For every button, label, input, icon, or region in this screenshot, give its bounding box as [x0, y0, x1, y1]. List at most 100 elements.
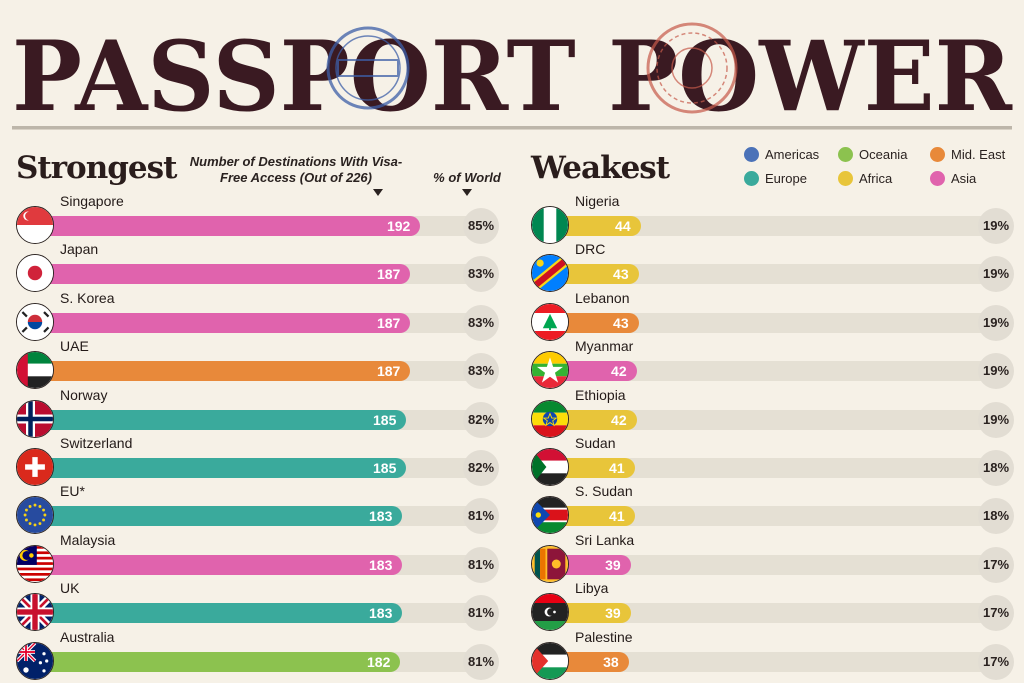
- value-bar: [38, 264, 411, 285]
- weakest-row: 42 Myanmar 19%: [531, 338, 1017, 390]
- weakest-row: 43 DRC 19%: [531, 241, 1017, 293]
- percent-of-world: 81%: [463, 546, 499, 583]
- strongest-row: 187 S. Korea 83%: [16, 290, 500, 341]
- percent-marker-icon: [462, 189, 472, 196]
- value-bar: [38, 603, 403, 624]
- value-bar: [553, 409, 637, 430]
- country-name: Lebanon: [575, 289, 630, 306]
- sudan-flag-icon: [531, 448, 569, 486]
- drc-flag-icon: [531, 254, 569, 293]
- weakest-row: 43 Lebanon 19%: [531, 289, 1017, 341]
- value-bar: [553, 603, 631, 624]
- weakest-row: 42 Ethiopia 19%: [531, 386, 1017, 438]
- percent-of-world: 82%: [463, 401, 499, 438]
- legend-oceania: Oceania: [838, 147, 907, 162]
- bar-track: [553, 264, 993, 285]
- sri-lanka-flag-icon: [531, 544, 569, 583]
- bar-track: [553, 554, 993, 575]
- value-bar: [38, 458, 407, 478]
- value-bar: [38, 651, 401, 672]
- nigeria-flag-icon: [531, 206, 569, 244]
- value-bar: [38, 361, 411, 382]
- value-label: 41: [609, 460, 625, 476]
- value-label: 42: [611, 411, 627, 428]
- page-title: PASSPORT POWER: [12, 20, 1013, 128]
- country-name: Sudan: [575, 435, 616, 451]
- value-label: 43: [613, 314, 629, 331]
- percent-column-header: % of World: [433, 170, 501, 185]
- percent-of-world: 81%: [463, 498, 499, 535]
- bar-track: [553, 216, 993, 236]
- strongest-row: 183 Malaysia 81%: [16, 531, 500, 583]
- percent-of-world: 81%: [463, 643, 499, 680]
- country-name: Ethiopia: [575, 386, 626, 403]
- percent-of-world: 82%: [463, 450, 499, 486]
- strongest-heading: Strongest: [16, 150, 177, 186]
- value-label: 39: [605, 556, 621, 573]
- bar-track: [553, 312, 993, 333]
- libya-flag-icon: [531, 593, 569, 632]
- country-name: Norway: [60, 386, 108, 403]
- bar-track: [553, 651, 993, 672]
- bar-track: [553, 361, 993, 382]
- country-name: Nigeria: [575, 193, 620, 209]
- bar-track: [553, 506, 993, 527]
- value-label: 192: [386, 218, 411, 234]
- value-bar: [553, 506, 635, 527]
- percent-of-world: 19%: [978, 353, 1014, 390]
- percent-of-world: 19%: [978, 208, 1014, 244]
- country-name: Palestine: [575, 628, 633, 645]
- country-name: UAE: [60, 338, 89, 355]
- legend-asia: Asia: [930, 171, 976, 186]
- value-label: 39: [605, 605, 621, 622]
- passport-stamp-red: [646, 22, 738, 114]
- value-bar: [553, 554, 631, 575]
- strongest-row: 185 Norway 82%: [16, 386, 500, 438]
- country-name: UK: [60, 580, 80, 597]
- value-label: 183: [369, 556, 393, 573]
- myanmar-flag-icon: [531, 351, 569, 390]
- legend-europe: Europe: [744, 171, 807, 186]
- column-marker-icon: [373, 189, 383, 196]
- singapore-flag-icon: [16, 206, 54, 244]
- uk-flag-icon: [16, 593, 54, 632]
- value-label: 182: [367, 653, 391, 670]
- value-label: 187: [376, 314, 401, 331]
- weakest-row: 39 Libya 17%: [531, 580, 1017, 632]
- strongest-row: 182 Australia 81%: [16, 629, 500, 680]
- legend-africa: Africa: [838, 171, 892, 186]
- weakest-row: 38 Palestine 17%: [531, 628, 1017, 680]
- percent-of-world: 83%: [463, 256, 499, 293]
- country-name: EU*: [60, 483, 85, 500]
- legend-swatch: [838, 171, 853, 186]
- percent-of-world: 19%: [978, 304, 1014, 341]
- country-name: DRC: [575, 241, 606, 258]
- country-name: Singapore: [60, 193, 124, 209]
- weakest-row: 39 Sri Lanka 17%: [531, 532, 1017, 583]
- value-label: 42: [611, 363, 627, 380]
- percent-of-world: 17%: [978, 546, 1014, 583]
- value-bar: [553, 361, 637, 382]
- region-legend: Americas Oceania Mid. East Europe Africa…: [744, 147, 1024, 197]
- value-bar: [38, 506, 403, 527]
- legend-swatch: [838, 147, 853, 162]
- percent-of-world: 81%: [463, 595, 499, 632]
- strongest-row: 185 Switzerland 82%: [16, 435, 500, 486]
- value-label: 38: [603, 653, 619, 670]
- value-label: 183: [369, 508, 393, 525]
- value-label: 183: [369, 605, 393, 622]
- value-bar: [553, 264, 639, 285]
- title-divider: [12, 126, 1012, 130]
- value-bar: [38, 554, 403, 575]
- value-label: 43: [613, 266, 629, 283]
- country-name: Japan: [60, 241, 99, 258]
- uae-flag-icon: [16, 351, 54, 390]
- percent-of-world: 83%: [463, 304, 499, 341]
- value-label: 187: [376, 266, 401, 283]
- legend-swatch: [744, 147, 759, 162]
- country-name: Malaysia: [60, 531, 116, 548]
- country-name: Libya: [575, 580, 609, 597]
- australia-flag-icon: [16, 641, 54, 680]
- bar-track: [553, 458, 993, 478]
- percent-of-world: 19%: [978, 401, 1014, 438]
